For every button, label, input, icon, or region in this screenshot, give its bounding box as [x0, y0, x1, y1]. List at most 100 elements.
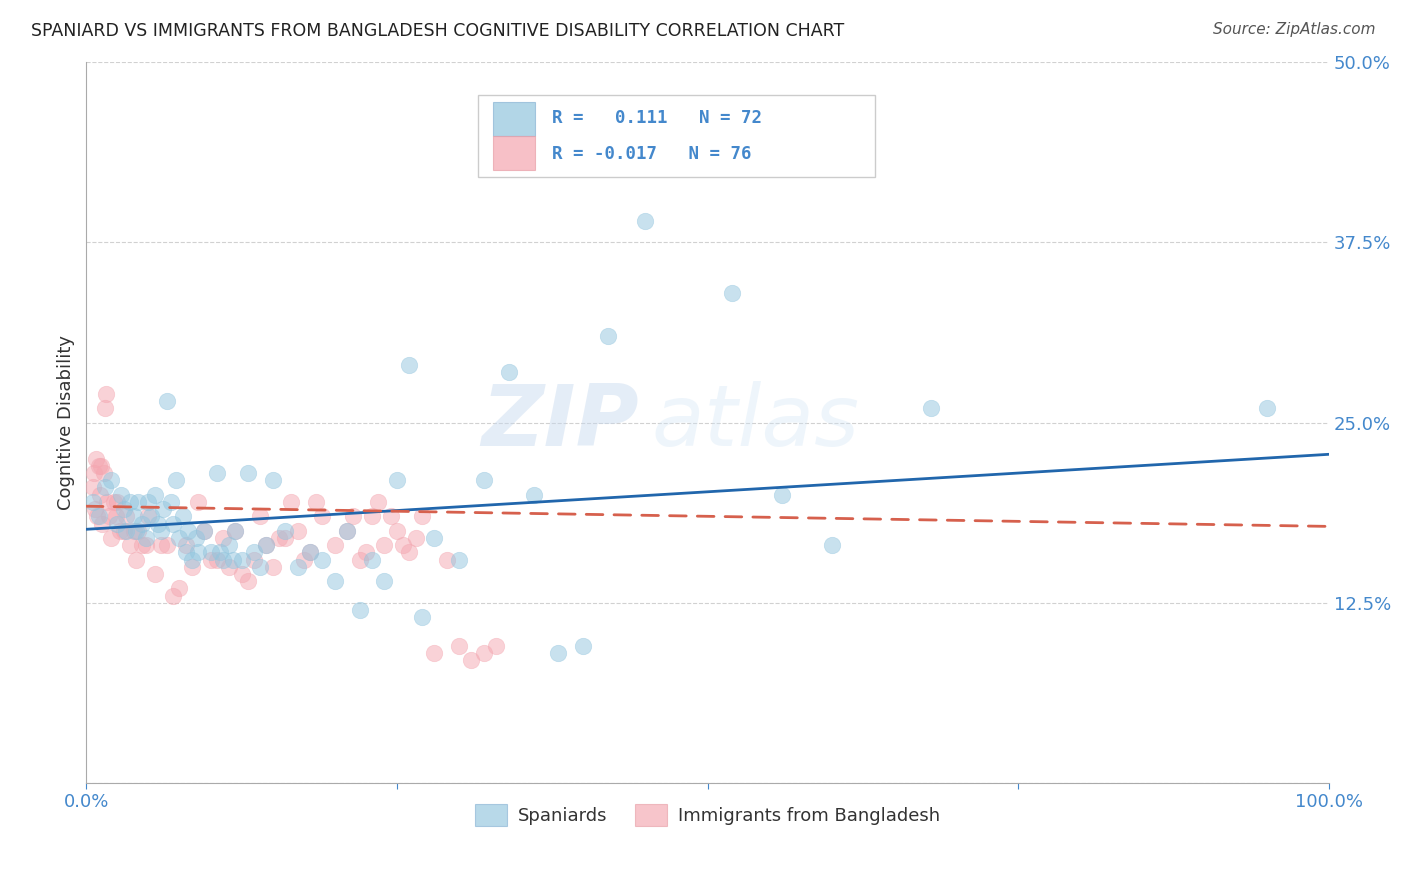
Point [770, 488, 793, 502]
Point [323, 538, 346, 552]
Point [231, 566, 253, 581]
Point [274, 524, 297, 538]
Point [91, 516, 114, 531]
Point [323, 574, 346, 589]
Point [87, 458, 110, 473]
Point [287, 559, 309, 574]
Point [460, 653, 482, 667]
Point [298, 545, 321, 559]
Point [672, 156, 695, 170]
Point [118, 495, 141, 509]
Point [262, 559, 284, 574]
Point [523, 488, 546, 502]
Point [169, 582, 191, 596]
Point [262, 473, 284, 487]
Point [349, 603, 371, 617]
Point [112, 502, 135, 516]
Point [122, 509, 145, 524]
Point [411, 509, 433, 524]
Point [100, 531, 122, 545]
Point [361, 509, 384, 524]
Point [423, 646, 446, 660]
Point [187, 545, 209, 559]
Point [218, 559, 240, 574]
Point [405, 531, 427, 545]
Text: ZIP: ZIP [482, 381, 640, 464]
Point [149, 524, 172, 538]
Point [94, 480, 117, 494]
Point [105, 495, 128, 509]
Point [143, 566, 166, 581]
Point [256, 538, 278, 552]
Point [125, 524, 148, 538]
Point [152, 502, 174, 516]
Point [84, 451, 107, 466]
Point [447, 552, 470, 566]
Point [162, 589, 184, 603]
Point [280, 495, 302, 509]
Point [249, 509, 271, 524]
Point [472, 473, 495, 487]
Point [172, 509, 194, 524]
Point [100, 473, 122, 487]
Point [200, 552, 222, 566]
Point [174, 545, 197, 559]
Point [398, 545, 420, 559]
Point [373, 538, 395, 552]
Point [174, 538, 197, 552]
Point [411, 610, 433, 624]
Point [218, 538, 240, 552]
Text: atlas: atlas [651, 381, 859, 464]
Point [305, 495, 328, 509]
Point [105, 516, 128, 531]
Point [127, 495, 149, 509]
Point [200, 545, 222, 559]
Point [243, 552, 266, 566]
Point [93, 466, 115, 480]
Point [349, 552, 371, 566]
Point [108, 524, 131, 538]
Point [125, 552, 148, 566]
Point [148, 516, 170, 531]
Point [169, 531, 191, 545]
Point [122, 524, 145, 538]
Point [180, 552, 202, 566]
Point [721, 285, 744, 300]
Point [127, 524, 149, 538]
Point [96, 495, 118, 509]
Point [212, 552, 235, 566]
Point [311, 509, 333, 524]
Point [287, 524, 309, 538]
Point [498, 365, 520, 379]
Point [447, 639, 470, 653]
Point [187, 495, 209, 509]
Point [103, 495, 125, 509]
Point [598, 329, 620, 343]
Point [336, 524, 359, 538]
Point [138, 509, 160, 524]
Point [821, 538, 844, 552]
Point [82, 495, 104, 509]
FancyBboxPatch shape [478, 95, 876, 178]
Point [96, 386, 118, 401]
Point [398, 358, 420, 372]
Point [156, 538, 179, 552]
FancyBboxPatch shape [492, 136, 534, 170]
Point [184, 531, 207, 545]
Point [209, 545, 232, 559]
Point [87, 509, 110, 524]
Point [423, 531, 446, 545]
Point [1256, 401, 1278, 416]
Point [159, 495, 181, 509]
Point [243, 545, 266, 559]
Point [361, 552, 384, 566]
Point [485, 639, 508, 653]
Point [292, 552, 315, 566]
Point [231, 552, 253, 566]
Point [249, 559, 271, 574]
Point [298, 545, 321, 559]
Point [634, 213, 657, 227]
Text: SPANIARD VS IMMIGRANTS FROM BANGLADESH COGNITIVE DISABILITY CORRELATION CHART: SPANIARD VS IMMIGRANTS FROM BANGLADESH C… [31, 22, 844, 40]
FancyBboxPatch shape [492, 102, 534, 136]
Legend: Spaniards, Immigrants from Bangladesh: Spaniards, Immigrants from Bangladesh [465, 795, 949, 835]
